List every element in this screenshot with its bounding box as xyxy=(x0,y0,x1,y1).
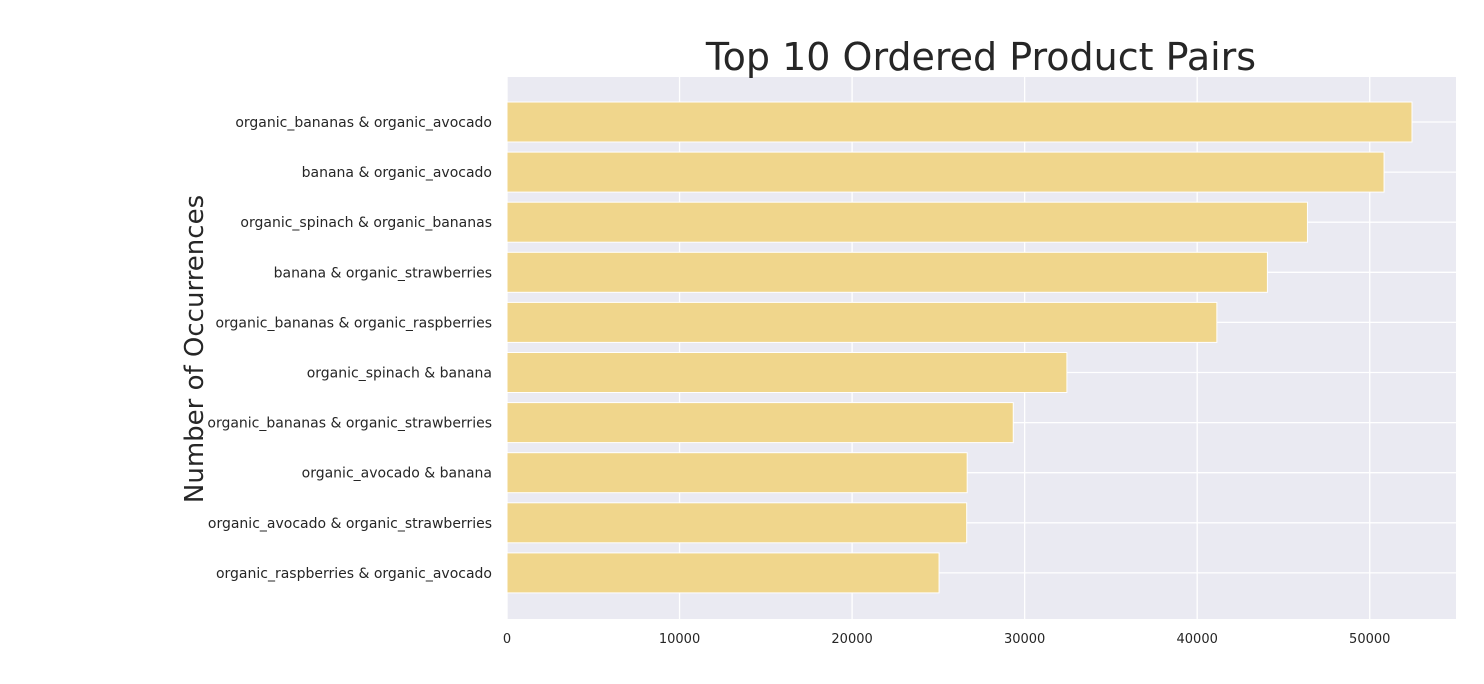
bar xyxy=(506,402,1014,444)
bars xyxy=(506,101,1413,594)
bar xyxy=(506,552,940,594)
bar xyxy=(506,101,1413,143)
x-tick-label: 50000 xyxy=(1349,632,1390,647)
bar xyxy=(506,452,968,494)
x-tick-label: 30000 xyxy=(1004,632,1045,647)
category-label: banana & organic_avocado xyxy=(302,165,492,181)
x-tick-labels: 0 10000 20000 30000 40000 50000 xyxy=(503,632,1391,647)
bar xyxy=(506,301,1218,343)
x-tick-label: 40000 xyxy=(1177,632,1218,647)
category-label: organic_spinach & banana xyxy=(307,366,492,382)
category-label: organic_bananas & organic_raspberries xyxy=(215,315,492,331)
category-label: organic_bananas & organic_strawberries xyxy=(207,416,492,432)
category-label: banana & organic_strawberries xyxy=(274,265,492,281)
category-label: organic_spinach & organic_bananas xyxy=(240,215,492,231)
category-label: organic_avocado & organic_strawberries xyxy=(208,516,492,532)
bar xyxy=(506,201,1308,243)
bar xyxy=(506,352,1068,393)
bar xyxy=(506,502,968,544)
bar xyxy=(506,251,1268,293)
category-label: organic_bananas & organic_avocado xyxy=(235,115,492,131)
chart-title: Top 10 Ordered Product Pairs xyxy=(705,35,1256,79)
x-tick-label: 0 xyxy=(503,632,511,647)
category-labels: organic_bananas & organic_avocadobanana … xyxy=(207,115,492,582)
category-label: organic_raspberries & organic_avocado xyxy=(216,566,492,582)
x-tick-label: 10000 xyxy=(659,632,700,647)
bar xyxy=(506,151,1385,193)
category-label: organic_avocado & banana xyxy=(302,466,492,482)
x-tick-label: 20000 xyxy=(831,632,872,647)
y-axis-title: Number of Occurrences xyxy=(180,195,210,503)
